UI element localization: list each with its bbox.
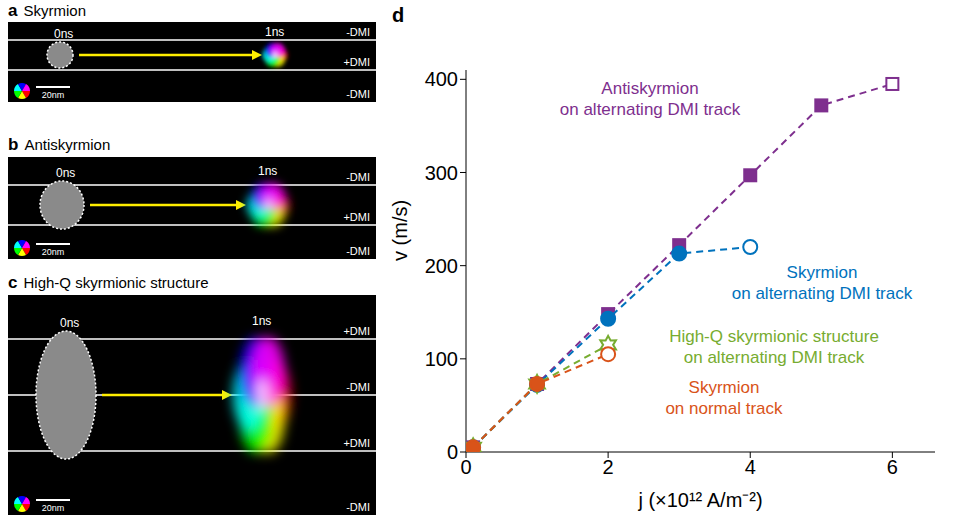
svg-text:1ns: 1ns: [258, 164, 277, 178]
svg-text:2: 2: [603, 456, 614, 478]
svg-text:j (×10¹² A/m⁻²): j (×10¹² A/m⁻²): [637, 489, 762, 511]
svg-text:aSkyrmion: aSkyrmion: [8, 1, 86, 20]
svg-text:-DMI: -DMI: [346, 245, 370, 257]
svg-text:4: 4: [745, 456, 756, 478]
svg-text:-DMI: -DMI: [346, 26, 370, 38]
html-text:High-Q skyrmionic structure: High-Q skyrmionic structure: [669, 327, 879, 346]
svg-text:1ns: 1ns: [265, 25, 284, 39]
svg-text:-DMI: -DMI: [346, 381, 370, 393]
svg-text:0ns: 0ns: [56, 166, 75, 180]
svg-text:+DMI: +DMI: [343, 437, 370, 449]
svg-text:300: 300: [425, 162, 458, 184]
svg-text:v (m/s): v (m/s): [389, 200, 411, 261]
svg-text:200: 200: [425, 255, 458, 277]
svg-text:0ns: 0ns: [54, 27, 73, 41]
svg-text:20nm: 20nm: [42, 90, 65, 100]
html-text:on alternating DMI track: on alternating DMI track: [731, 284, 913, 303]
svg-text:-DMI: -DMI: [346, 501, 370, 513]
html-text:on alternating DMI track: on alternating DMI track: [559, 100, 741, 119]
html-text:d: d: [392, 4, 405, 26]
html-text:Skyrmion: Skyrmion: [786, 263, 858, 282]
svg-text:0: 0: [460, 456, 471, 478]
svg-text:400: 400: [425, 68, 458, 90]
svg-text:0ns: 0ns: [60, 316, 79, 330]
svg-text:20nm: 20nm: [42, 247, 65, 257]
svg-text:+DMI: +DMI: [343, 211, 370, 223]
svg-text:+DMI: +DMI: [343, 325, 370, 337]
svg-text:0: 0: [447, 441, 458, 463]
svg-text:-DMI: -DMI: [346, 171, 370, 183]
svg-text:6: 6: [887, 456, 898, 478]
html-text:Antiskyrmion: Antiskyrmion: [601, 79, 699, 98]
svg-text:1ns: 1ns: [252, 314, 271, 328]
svg-text:+DMI: +DMI: [343, 56, 370, 68]
html-text:on alternating DMI track: on alternating DMI track: [683, 348, 865, 367]
svg-text:bAntiskyrmion: bAntiskyrmion: [8, 135, 110, 154]
html-text:Skyrmion: Skyrmion: [688, 378, 760, 397]
html-text:on normal track: on normal track: [665, 399, 783, 418]
svg-text:-DMI: -DMI: [346, 88, 370, 100]
svg-text:20nm: 20nm: [42, 503, 65, 513]
svg-text:cHigh-Q skyrmionic structure: cHigh-Q skyrmionic structure: [8, 273, 209, 292]
svg-text:100: 100: [425, 348, 458, 370]
